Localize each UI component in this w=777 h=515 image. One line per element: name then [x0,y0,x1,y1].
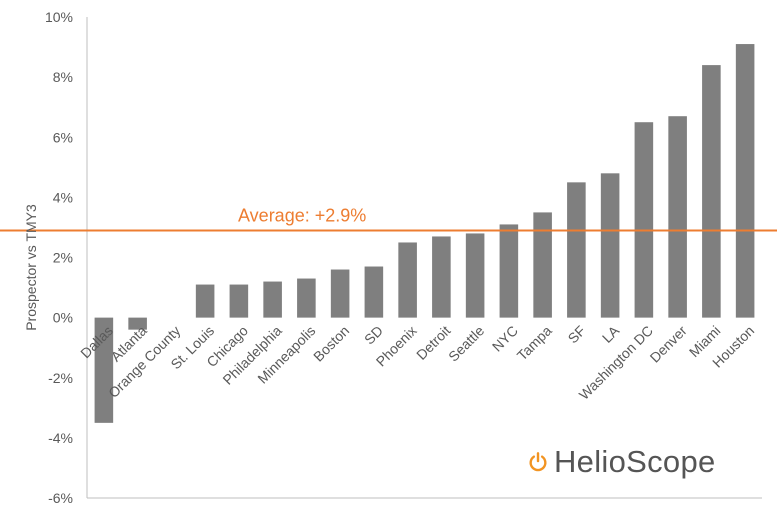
average-label: Average: +2.9% [238,205,366,225]
x-category-label: Tampa [514,322,555,363]
bar [330,269,350,318]
y-tick-label: 8% [53,69,73,85]
bar [398,242,417,318]
bar [94,317,114,423]
bar [465,233,485,318]
y-ticks: -6% -4% -2% 0% 2% 4% 6% 8% 10% [45,9,73,506]
x-category-label: Seattle [445,322,487,364]
y-tick-label: 0% [53,310,73,326]
y-tick-label: 6% [53,129,73,145]
power-icon [529,452,547,472]
x-category-label: Denver [647,322,690,365]
y-tick-label: 4% [53,189,73,205]
bar [128,317,147,330]
y-tick-label: 2% [53,250,73,266]
bar [364,266,384,318]
bar [499,224,519,318]
bar [634,122,654,318]
bar [432,236,451,318]
x-category-label: LA [599,322,623,346]
y-tick-label: 10% [45,9,73,25]
x-category-label: SF [565,322,589,346]
x-category-label: SD [361,322,386,347]
bar [702,65,721,318]
bar [567,182,586,318]
bar [600,173,620,318]
bar [229,284,249,318]
bars-layer [94,44,755,423]
bar [297,278,316,318]
y-tick-label: -6% [48,490,73,506]
x-category-label: Boston [310,322,352,364]
y-axis-label: Prospector vs TMY3 [23,204,39,331]
y-tick-label: -2% [48,370,73,386]
logo-text: HelioScope [554,444,716,479]
bar [668,116,687,318]
bar [195,284,215,318]
bar [735,44,755,318]
helioscope-logo: HelioScope [527,440,716,484]
bar [263,281,282,318]
bar [533,212,552,318]
y-tick-label: -4% [48,430,73,446]
